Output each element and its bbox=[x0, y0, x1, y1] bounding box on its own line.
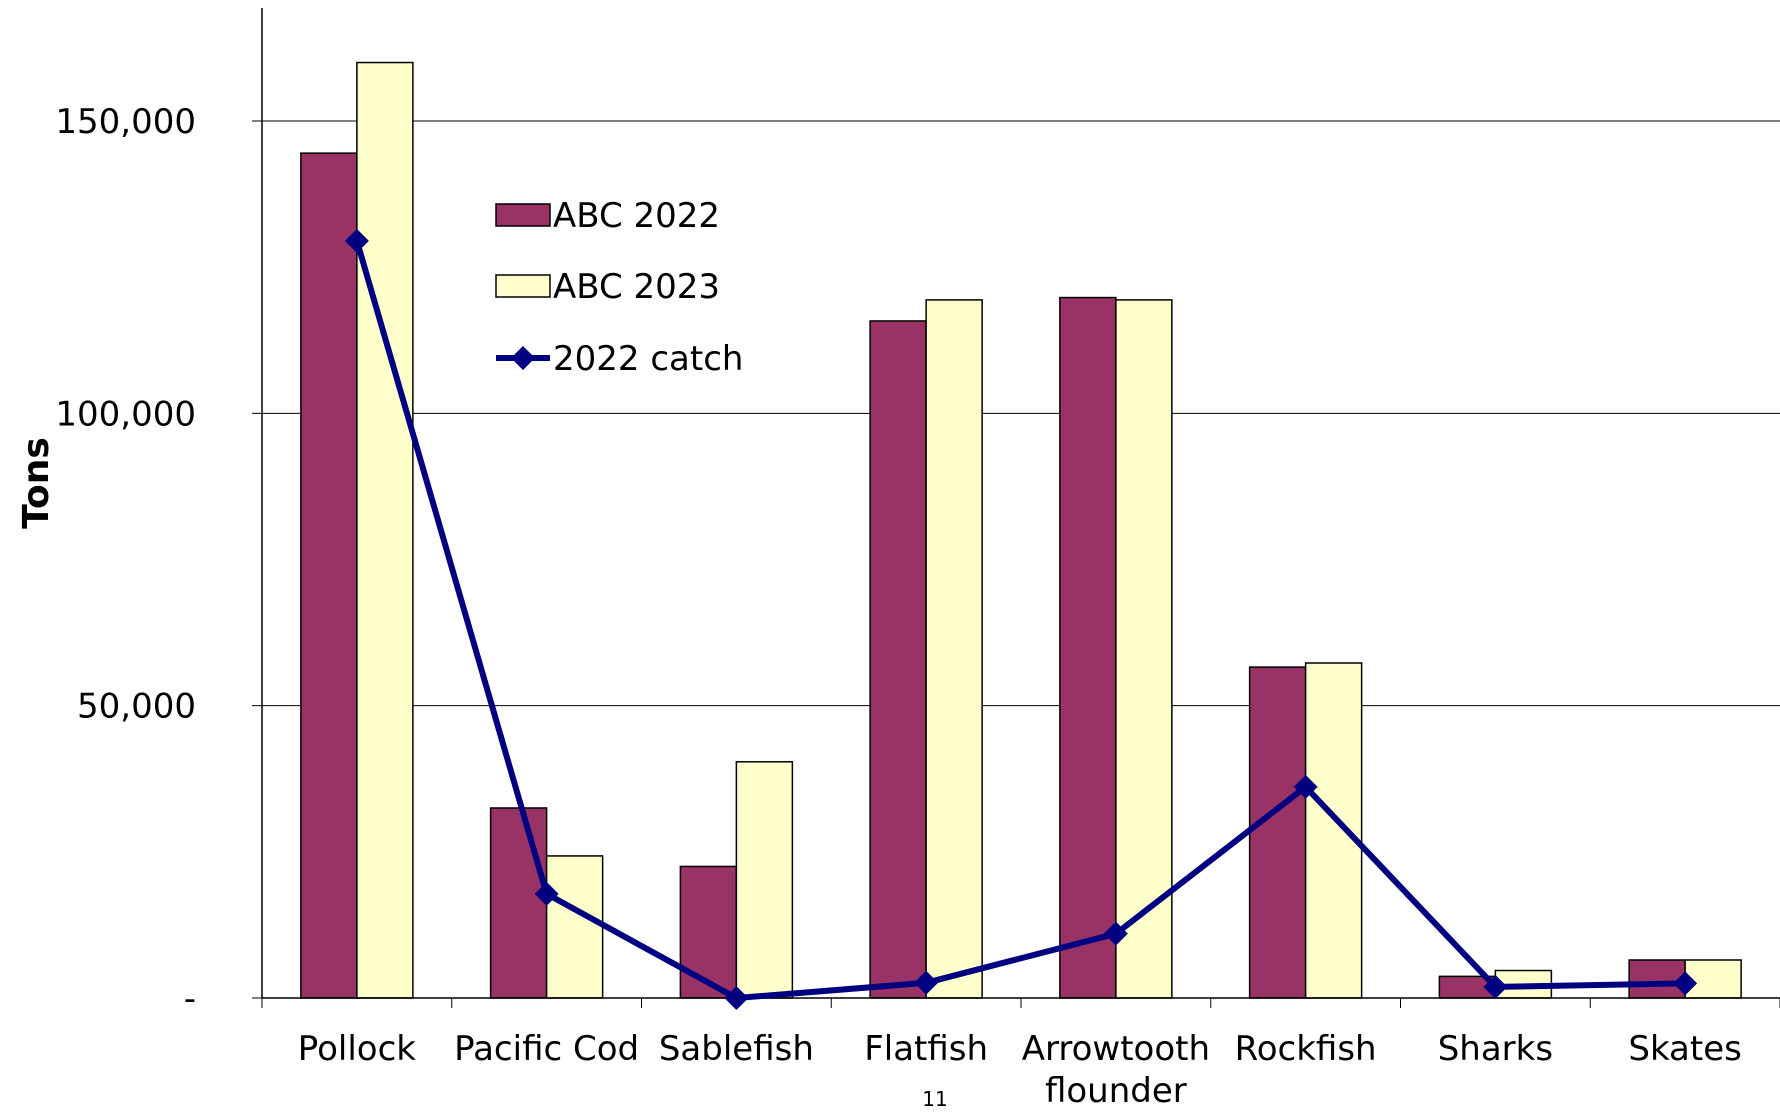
legend-swatch-abc-2022 bbox=[495, 203, 551, 227]
y-axis-title: Tons bbox=[16, 437, 57, 529]
legend-swatch-abc-2023 bbox=[495, 274, 551, 298]
x-tick-label: Sablefish bbox=[659, 1029, 814, 1069]
x-tick-label: Flatfish bbox=[864, 1029, 988, 1069]
bar-abc-2022 bbox=[1059, 296, 1117, 999]
point-2022-catch bbox=[1483, 974, 1508, 999]
bar-abc-2022 bbox=[489, 807, 548, 999]
bar-abc-2023 bbox=[735, 761, 794, 999]
bar-abc-2022 bbox=[1628, 959, 1686, 999]
x-tick-label: Sharks bbox=[1438, 1029, 1553, 1069]
point-2022-catch bbox=[724, 986, 749, 1010]
x-tick-label: Rockfish bbox=[1235, 1029, 1377, 1069]
legend-marker-2022-catch bbox=[511, 346, 535, 370]
x-tick-label: Arrowtooth flounder bbox=[1022, 1029, 1210, 1111]
bar-abc-2022 bbox=[679, 865, 738, 999]
legend-label-abc-2023: ABC 2023 bbox=[553, 267, 720, 307]
legend-label-abc-2022: ABC 2022 bbox=[553, 196, 720, 236]
bar-abc-2022 bbox=[869, 320, 927, 999]
x-tick-label: Pollock bbox=[298, 1029, 416, 1069]
point-2022-catch bbox=[914, 970, 939, 995]
y-tick-label: 50,000 bbox=[77, 687, 196, 727]
point-2022-catch bbox=[534, 881, 559, 906]
line-2022-catch bbox=[353, 240, 1686, 1001]
bar-abc-2023 bbox=[925, 299, 983, 999]
bar-abc-2023 bbox=[356, 61, 414, 999]
x-tick-label: Pacific Cod bbox=[454, 1029, 639, 1069]
point-2022-catch bbox=[1673, 971, 1698, 996]
bar-abc-2022 bbox=[1248, 666, 1307, 999]
page-number: 11 bbox=[922, 1087, 947, 1111]
bar-abc-2022 bbox=[300, 152, 358, 999]
bar-abc-2023 bbox=[545, 855, 604, 999]
y-tick-label: 100,000 bbox=[55, 394, 196, 434]
bar-abc-2023 bbox=[1304, 662, 1363, 999]
point-2022-catch bbox=[1293, 774, 1318, 799]
point-2022-catch bbox=[344, 228, 369, 253]
y-tick-label: 150,000 bbox=[55, 102, 196, 142]
y-tick-label: - bbox=[184, 979, 196, 1019]
legend-label-2022-catch: 2022 catch bbox=[553, 339, 743, 379]
bar-abc-2023 bbox=[1684, 959, 1742, 999]
point-2022-catch bbox=[1103, 921, 1128, 946]
x-tick-label: Skates bbox=[1628, 1029, 1741, 1069]
